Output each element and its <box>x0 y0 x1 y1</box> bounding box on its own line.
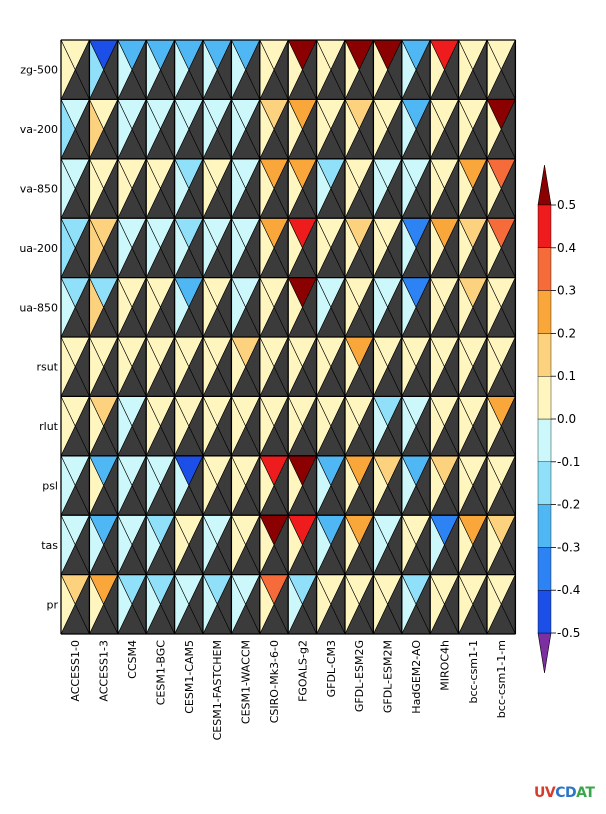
row-label: zg-500 <box>20 64 58 77</box>
colorbar-bin <box>537 333 552 377</box>
column-label: ACCESS1-0 <box>69 640 82 702</box>
logo-part-1: UV <box>534 785 556 801</box>
colorbar-tick-label: 0.1 <box>557 369 576 383</box>
colorbar-over-arrow <box>537 164 552 206</box>
colorbar-bin <box>537 418 552 462</box>
column-labels: ACCESS1-0 ACCESS1-3 CCSM4 CESM1-BGC CESM1-CA… <box>69 640 508 741</box>
colorbar-tick-label: 0.5 <box>557 198 576 212</box>
colorbar-tick-label: -0.5 <box>557 626 580 640</box>
colorbar-tick-label: 0.4 <box>557 241 576 255</box>
row-label: tas <box>41 539 58 552</box>
column-label: ACCESS1-3 <box>98 640 111 702</box>
row-label: ua-850 <box>19 301 58 314</box>
row-label: pr <box>46 598 58 611</box>
row-label: ua-200 <box>19 242 58 255</box>
row-label: va-200 <box>20 123 58 136</box>
logo-part-2: CD <box>555 785 577 801</box>
colorbar-bin <box>537 204 552 248</box>
colorbar-tick-label: 0.3 <box>557 284 576 298</box>
row-label: rsut <box>36 361 58 374</box>
column-label: HadGEM2-AO <box>410 640 423 714</box>
colorbar-tick-label: 0.2 <box>557 326 576 340</box>
colorbar-bin <box>537 247 552 291</box>
row-label: rlut <box>39 420 59 433</box>
column-label: CESM1-CAM5 <box>183 640 196 714</box>
row-label: psl <box>42 480 58 493</box>
colorbar-tick-label: -0.1 <box>557 455 580 469</box>
colorbar: -0.5 -0.4 -0.3 -0.2 -0.1 0.0 0.1 0.2 0.3 0.4 0.5 <box>537 164 580 674</box>
column-label: bcc-csm1-1-m <box>495 640 508 718</box>
column-label: bcc-csm1-1 <box>467 640 480 704</box>
row-labels: zg-500 va-200 va-850 ua-200 ua-850 rsut rlut ps… <box>19 64 58 612</box>
colorbar-under-arrow <box>537 632 552 674</box>
heatmap-cells <box>60 39 516 635</box>
colorbar-tick-label: -0.3 <box>557 540 580 554</box>
colorbar-tick-label: 0.0 <box>557 412 576 426</box>
column-label: GFDL-CM3 <box>325 640 338 697</box>
column-label: CESM1-FASTCHEM <box>211 640 224 740</box>
uvcdat-logo: UVCDAT <box>534 785 595 801</box>
column-label: MIROC4h <box>438 640 451 691</box>
column-label: CCSM4 <box>126 640 139 679</box>
column-label: CSIRO-Mk3-6-0 <box>268 640 281 723</box>
column-label: CESM1-BGC <box>154 640 167 706</box>
colorbar-bin <box>537 461 552 505</box>
colorbar-tick-label: -0.2 <box>557 498 580 512</box>
logo-part-3: AT <box>576 785 595 801</box>
column-label: GFDL-ESM2M <box>382 640 395 713</box>
column-label: FGOALS-g2 <box>296 640 309 702</box>
colorbar-bin <box>537 290 552 334</box>
column-label: CESM1-WACCM <box>240 640 253 724</box>
colorbar-bin <box>537 376 552 420</box>
colorbar-bin <box>537 590 552 634</box>
heatmap-grid <box>60 39 517 635</box>
colorbar-bin <box>537 504 552 548</box>
colorbar-bin <box>537 547 552 591</box>
colorbar-tick-label: -0.4 <box>557 583 580 597</box>
column-label: GFDL-ESM2G <box>353 640 366 712</box>
row-label: va-850 <box>20 183 58 196</box>
